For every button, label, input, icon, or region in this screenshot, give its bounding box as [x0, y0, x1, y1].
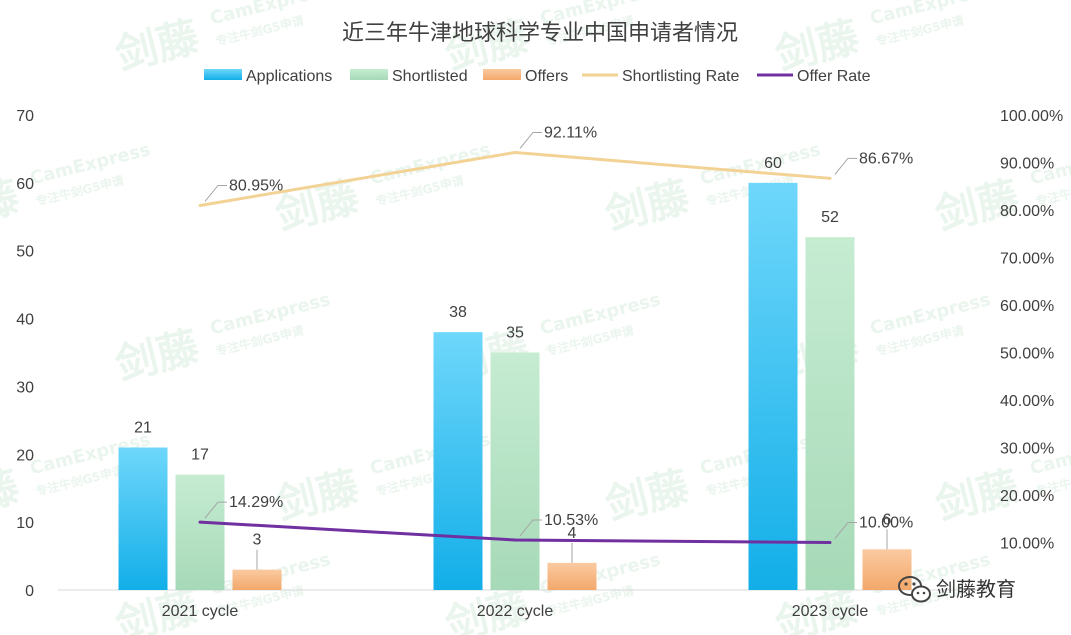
line-value-label: 92.11%	[544, 124, 597, 141]
legend-label: Offers	[525, 68, 568, 85]
bar	[232, 569, 282, 590]
legend-item: Offers	[483, 68, 568, 85]
bar-value-label: 35	[506, 325, 524, 342]
bar	[748, 182, 798, 590]
legend-swatch	[204, 69, 242, 80]
bar-value-label: 38	[449, 304, 467, 321]
right-tick-label: 30.00%	[1000, 441, 1054, 458]
right-tick-label: 90.00%	[1000, 156, 1054, 173]
bar-value-label: 21	[134, 420, 152, 437]
bar-value-label: 3	[253, 532, 262, 549]
line-label-leader	[834, 522, 857, 539]
right-tick-label: 40.00%	[1000, 393, 1054, 410]
line-value-label: 10.53%	[544, 512, 598, 529]
watermark-brand: 剑藤	[601, 172, 694, 240]
watermark-brand: 剑藤	[601, 462, 694, 530]
bar-value-label: 52	[821, 209, 839, 226]
wechat-badge: 剑藤教育	[898, 576, 1016, 603]
line-point	[828, 176, 832, 180]
legend-label: Offer Rate	[797, 68, 871, 85]
line-value-label: 80.95%	[229, 177, 283, 194]
bar	[490, 352, 540, 590]
line-point	[513, 538, 517, 542]
line-value-label: 14.29%	[229, 494, 283, 511]
bar-value-label: 4	[568, 525, 577, 542]
left-tick-label: 20	[16, 447, 34, 464]
axes: 0 10 20 30 40 50 60 70 10.00% 20.00% 30.00% 40.00% 5…	[16, 108, 1063, 620]
left-tick-label: 10	[16, 515, 34, 532]
line-label-leader	[519, 519, 542, 537]
right-tick-label: 60.00%	[1000, 298, 1054, 315]
right-tick-label: 80.00%	[1000, 203, 1054, 220]
bar-value-label: 17	[191, 447, 209, 464]
legend: Applications Shortlisted Offers Shortlistin…	[204, 68, 871, 85]
line-value-label: 86.67%	[859, 150, 913, 167]
legend-label: Shortlisted	[392, 68, 468, 85]
line-label-leader	[519, 131, 542, 149]
wechat-icon	[898, 576, 931, 603]
bar	[175, 474, 225, 590]
left-tick-label: 50	[16, 244, 34, 261]
right-tick-label: 20.00%	[1000, 488, 1054, 505]
bar	[118, 447, 168, 590]
bar	[862, 549, 912, 590]
legend-item: Shortlisting Rate	[582, 68, 739, 85]
right-tick-label: 100.00%	[1000, 108, 1063, 125]
watermark-brand: 剑藤	[271, 462, 364, 530]
left-tick-label: 0	[25, 583, 34, 600]
left-tick-label: 70	[16, 108, 34, 125]
watermark-brand: 剑藤	[111, 322, 204, 390]
bar	[547, 562, 597, 590]
line-point	[198, 203, 202, 207]
watermark-brand: 剑藤	[271, 172, 364, 240]
right-tick-label: 50.00%	[1000, 346, 1054, 363]
watermark-brand: 剑藤	[111, 12, 204, 80]
line-label-leader	[204, 184, 227, 202]
right-tick-label: 10.00%	[1000, 536, 1054, 553]
bar	[805, 237, 855, 590]
left-tick-label: 40	[16, 312, 34, 329]
data-labels: 21 38 60 17 35 52 3 4 6 80.95% 92.11% 86.67% 14.29% 1…	[134, 124, 913, 570]
line-point	[828, 541, 832, 544]
left-tick-label: 60	[16, 176, 34, 193]
lines	[198, 150, 832, 544]
bar	[433, 332, 483, 590]
bar-value-label: 6	[883, 511, 892, 528]
legend-label: Applications	[246, 68, 332, 85]
x-tick-label: 2022 cycle	[477, 603, 554, 620]
legend-swatch	[350, 69, 388, 80]
legend-item: Shortlisted	[350, 68, 468, 85]
x-tick-label: 2023 cycle	[792, 603, 869, 620]
line-label-leader	[204, 501, 227, 519]
line-point	[198, 520, 202, 524]
legend-item: Applications	[204, 68, 332, 85]
legend-swatch	[483, 69, 521, 80]
left-tick-label: 30	[16, 379, 34, 396]
right-tick-label: 70.00%	[1000, 251, 1054, 268]
chart-title: 近三年牛津地球科学专业中国申请者情况	[342, 21, 738, 46]
bars	[118, 182, 912, 590]
line-point	[513, 150, 517, 154]
x-tick-label: 2021 cycle	[162, 603, 239, 620]
wechat-badge-text: 剑藤教育	[936, 577, 1016, 601]
bar-value-label: 60	[764, 155, 782, 172]
legend-label: Shortlisting Rate	[622, 68, 739, 85]
legend-item: Offer Rate	[757, 68, 871, 85]
line-label-leader	[834, 157, 857, 175]
line-value-label: 10.00%	[859, 515, 913, 532]
